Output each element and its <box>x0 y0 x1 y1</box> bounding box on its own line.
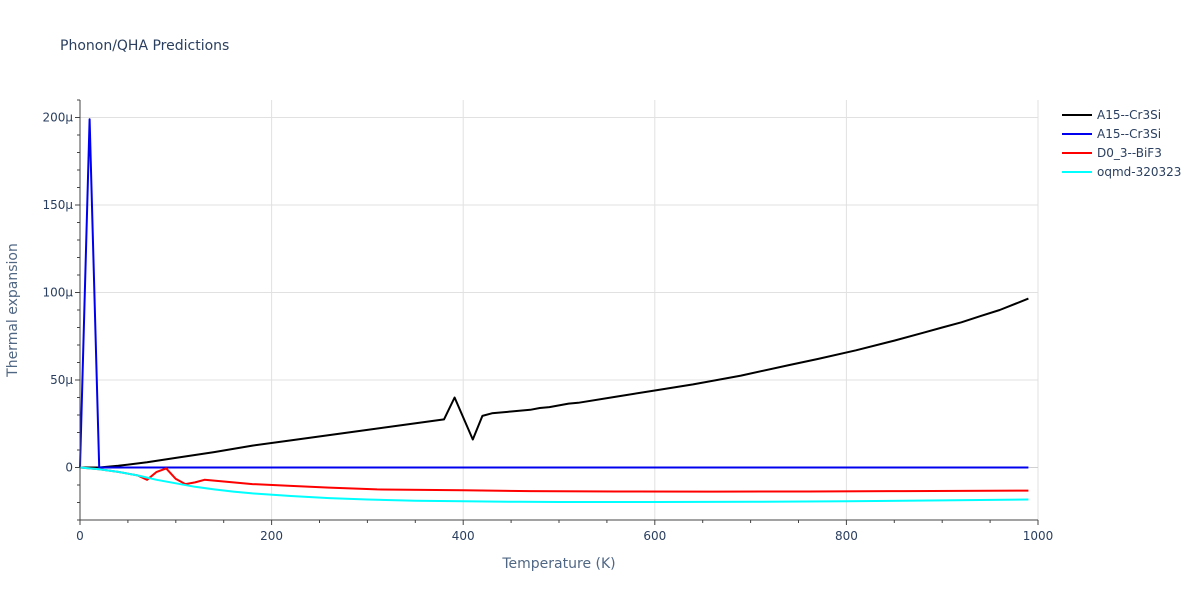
x-tick-label: 800 <box>835 529 858 543</box>
legend-item-2[interactable]: A15--Cr3Si <box>1062 127 1161 141</box>
grid <box>80 100 1039 520</box>
y-axis-title: Thermal expansion <box>5 243 21 378</box>
series-line-2 <box>79 118 1029 469</box>
tick-labels: 0 200 400 600 800 1000 0 50μ 100μ 150μ 200μ <box>42 111 1053 544</box>
x-tick-label: 400 <box>452 529 475 543</box>
y-tick-label: 150μ <box>42 198 73 212</box>
y-tick-label: 100μ <box>42 286 73 300</box>
chart-title: Phonon/QHA Predictions <box>60 38 229 54</box>
legend[interactable]: A15--Cr3Si A15--Cr3Si D0_3--BiF3 oqmd-32032… <box>1062 108 1181 179</box>
series-line-3 <box>79 466 1029 493</box>
legend-item-3[interactable]: D0_3--BiF3 <box>1062 146 1162 160</box>
x-tick-label: 0 <box>76 529 84 543</box>
x-tick-label: 600 <box>643 529 666 543</box>
y-tick-label: 50μ <box>50 373 73 387</box>
legend-label: A15--Cr3Si <box>1097 108 1161 122</box>
y-tick-label: 200μ <box>42 111 73 125</box>
series-lines <box>79 118 1029 503</box>
legend-label: oqmd-320323 <box>1097 165 1181 179</box>
legend-label: D0_3--BiF3 <box>1097 146 1162 160</box>
series-line-4 <box>79 466 1029 503</box>
legend-label: A15--Cr3Si <box>1097 127 1161 141</box>
axes <box>75 99 1039 525</box>
legend-item-1[interactable]: A15--Cr3Si <box>1062 108 1161 122</box>
y-tick-label: 0 <box>65 461 73 475</box>
legend-item-4[interactable]: oqmd-320323 <box>1062 165 1181 179</box>
x-tick-label: 200 <box>260 529 283 543</box>
x-axis-title: Temperature (K) <box>501 556 615 572</box>
series-line-1 <box>80 297 1029 469</box>
x-tick-label: 1000 <box>1023 529 1054 543</box>
